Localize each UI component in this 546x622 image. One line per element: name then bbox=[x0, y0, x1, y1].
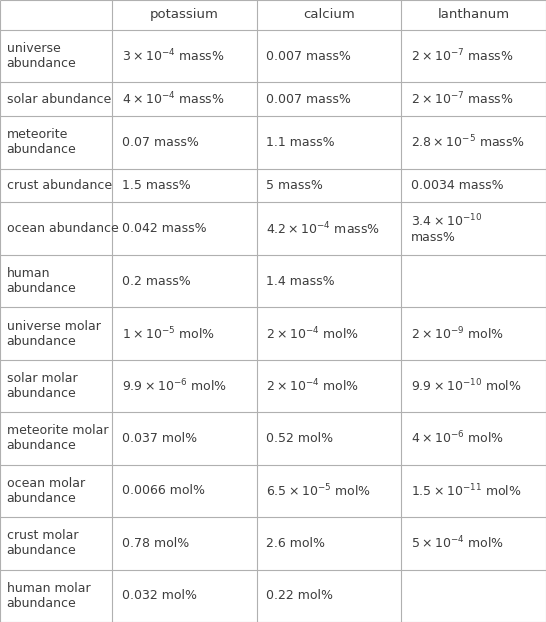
Text: 0.0034 mass%: 0.0034 mass% bbox=[411, 179, 504, 192]
Text: $2\times10^{-4}$ mol%: $2\times10^{-4}$ mol% bbox=[266, 378, 360, 394]
Text: 2.6 mol%: 2.6 mol% bbox=[266, 537, 325, 550]
Text: $6.5\times10^{-5}$ mol%: $6.5\times10^{-5}$ mol% bbox=[266, 483, 371, 499]
Text: $9.9\times10^{-6}$ mol%: $9.9\times10^{-6}$ mol% bbox=[122, 378, 227, 394]
Text: $3\times10^{-4}$ mass%: $3\times10^{-4}$ mass% bbox=[122, 48, 224, 65]
Text: universe molar
abundance: universe molar abundance bbox=[7, 320, 100, 348]
Text: 0.042 mass%: 0.042 mass% bbox=[122, 222, 206, 235]
Text: meteorite
abundance: meteorite abundance bbox=[7, 128, 76, 156]
Text: 1.5 mass%: 1.5 mass% bbox=[122, 179, 191, 192]
Text: 0.037 mol%: 0.037 mol% bbox=[122, 432, 197, 445]
Text: solar abundance: solar abundance bbox=[7, 93, 111, 106]
Text: $2\times10^{-9}$ mol%: $2\times10^{-9}$ mol% bbox=[411, 325, 505, 342]
Text: $2.8\times10^{-5}$ mass%: $2.8\times10^{-5}$ mass% bbox=[411, 134, 525, 151]
Text: $4\times10^{-6}$ mol%: $4\times10^{-6}$ mol% bbox=[411, 430, 505, 447]
Text: solar molar
abundance: solar molar abundance bbox=[7, 372, 77, 400]
Text: $3.4\times10^{-10}$
mass%: $3.4\times10^{-10}$ mass% bbox=[411, 213, 482, 244]
Text: ocean abundance: ocean abundance bbox=[7, 222, 118, 235]
Text: $2\times10^{-4}$ mol%: $2\times10^{-4}$ mol% bbox=[266, 325, 360, 342]
Text: 1.4 mass%: 1.4 mass% bbox=[266, 274, 335, 287]
Text: $4\times10^{-4}$ mass%: $4\times10^{-4}$ mass% bbox=[122, 91, 224, 108]
Text: $5\times10^{-4}$ mol%: $5\times10^{-4}$ mol% bbox=[411, 535, 505, 552]
Text: 0.2 mass%: 0.2 mass% bbox=[122, 274, 191, 287]
Text: potassium: potassium bbox=[150, 9, 219, 21]
Text: $9.9\times10^{-10}$ mol%: $9.9\times10^{-10}$ mol% bbox=[411, 378, 522, 394]
Text: 0.07 mass%: 0.07 mass% bbox=[122, 136, 199, 149]
Text: lanthanum: lanthanum bbox=[437, 9, 510, 21]
Text: human molar
abundance: human molar abundance bbox=[7, 582, 90, 610]
Text: 1.1 mass%: 1.1 mass% bbox=[266, 136, 335, 149]
Text: $2\times10^{-7}$ mass%: $2\times10^{-7}$ mass% bbox=[411, 48, 514, 65]
Text: 0.032 mol%: 0.032 mol% bbox=[122, 589, 197, 602]
Text: 0.22 mol%: 0.22 mol% bbox=[266, 589, 334, 602]
Text: meteorite molar
abundance: meteorite molar abundance bbox=[7, 424, 108, 452]
Text: calcium: calcium bbox=[303, 9, 355, 21]
Text: $2\times10^{-7}$ mass%: $2\times10^{-7}$ mass% bbox=[411, 91, 514, 108]
Text: crust molar
abundance: crust molar abundance bbox=[7, 529, 78, 557]
Text: 5 mass%: 5 mass% bbox=[266, 179, 323, 192]
Text: crust abundance: crust abundance bbox=[7, 179, 112, 192]
Text: 0.0066 mol%: 0.0066 mol% bbox=[122, 485, 205, 498]
Text: 0.52 mol%: 0.52 mol% bbox=[266, 432, 334, 445]
Text: ocean molar
abundance: ocean molar abundance bbox=[7, 477, 85, 505]
Text: human
abundance: human abundance bbox=[7, 267, 76, 295]
Text: 0.78 mol%: 0.78 mol% bbox=[122, 537, 189, 550]
Text: $1\times10^{-5}$ mol%: $1\times10^{-5}$ mol% bbox=[122, 325, 215, 342]
Text: universe
abundance: universe abundance bbox=[7, 42, 76, 70]
Text: 0.007 mass%: 0.007 mass% bbox=[266, 93, 351, 106]
Text: $1.5\times10^{-11}$ mol%: $1.5\times10^{-11}$ mol% bbox=[411, 483, 522, 499]
Text: 0.007 mass%: 0.007 mass% bbox=[266, 50, 351, 63]
Text: $4.2\times10^{-4}$ mass%: $4.2\times10^{-4}$ mass% bbox=[266, 220, 381, 237]
